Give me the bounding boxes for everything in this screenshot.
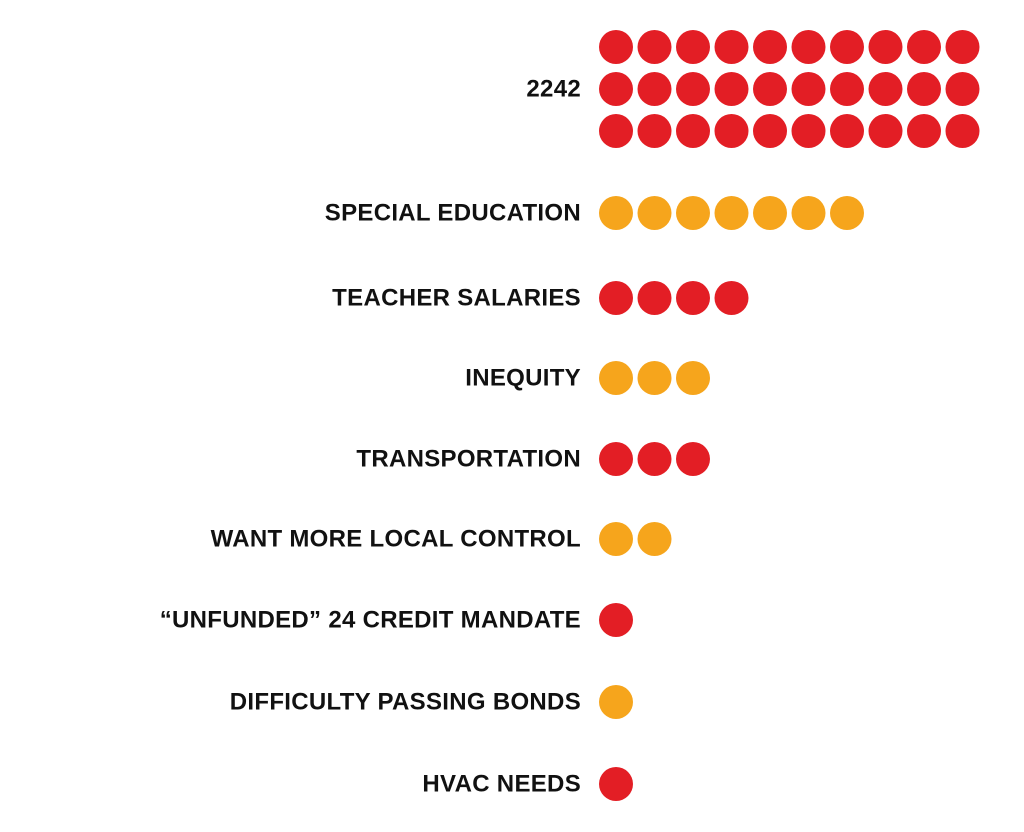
category-row: 2242 <box>526 30 980 148</box>
data-dot <box>753 114 787 148</box>
category-label: WANT MORE LOCAL CONTROL <box>211 526 581 553</box>
data-dot <box>830 114 864 148</box>
category-label: INEQUITY <box>465 365 581 392</box>
category-row: INEQUITY <box>465 361 710 395</box>
data-dot <box>637 361 672 395</box>
data-dot <box>753 196 787 230</box>
data-dot <box>714 281 749 315</box>
data-dot <box>599 767 633 801</box>
data-dot <box>676 72 710 106</box>
data-dot <box>599 114 633 148</box>
category-row: DIFFICULTY PASSING BONDS <box>230 685 633 719</box>
data-dot <box>791 72 826 106</box>
data-dot <box>637 114 672 148</box>
data-dot <box>830 72 864 106</box>
data-dot <box>676 281 710 315</box>
data-dot <box>791 196 826 230</box>
data-dot <box>945 72 980 106</box>
data-dot <box>599 442 633 476</box>
data-dot <box>599 72 633 106</box>
data-dot <box>753 72 787 106</box>
data-dot <box>599 361 633 395</box>
data-dot <box>907 30 941 64</box>
data-dot <box>637 196 672 230</box>
category-row: HVAC NEEDS <box>422 767 633 801</box>
data-dot <box>791 30 826 64</box>
category-row: “UNFUNDED” 24 CREDIT MANDATE <box>160 603 633 637</box>
category-label: 2242 <box>526 76 581 103</box>
category-row: SPECIAL EDUCATION <box>325 196 864 230</box>
category-label: TEACHER SALARIES <box>332 285 581 312</box>
data-dot <box>637 281 672 315</box>
category-row: TEACHER SALARIES <box>332 281 749 315</box>
data-dot <box>637 522 672 556</box>
data-dot <box>907 72 941 106</box>
data-dot <box>599 603 633 637</box>
data-dot <box>599 30 633 64</box>
data-dot <box>753 30 787 64</box>
data-dot <box>868 30 903 64</box>
data-dot <box>599 522 633 556</box>
data-dot <box>714 72 749 106</box>
data-dot <box>599 281 633 315</box>
category-row: WANT MORE LOCAL CONTROL <box>211 522 672 556</box>
data-dot <box>676 361 710 395</box>
data-dot <box>599 196 633 230</box>
data-dot <box>868 72 903 106</box>
data-dot <box>714 196 749 230</box>
data-dot <box>791 114 826 148</box>
data-dot <box>907 114 941 148</box>
data-dot <box>637 72 672 106</box>
category-row: TRANSPORTATION <box>356 442 710 476</box>
category-label: TRANSPORTATION <box>356 446 581 473</box>
data-dot <box>868 114 903 148</box>
data-dot <box>830 30 864 64</box>
data-dot <box>676 442 710 476</box>
category-label: SPECIAL EDUCATION <box>325 200 581 227</box>
category-label: DIFFICULTY PASSING BONDS <box>230 689 581 716</box>
data-dot <box>676 30 710 64</box>
category-label: “UNFUNDED” 24 CREDIT MANDATE <box>160 607 581 634</box>
data-dot <box>599 685 633 719</box>
data-dot <box>676 196 710 230</box>
data-dot <box>676 114 710 148</box>
data-dot <box>637 442 672 476</box>
data-dot <box>830 196 864 230</box>
data-dot <box>714 30 749 64</box>
data-dot <box>637 30 672 64</box>
category-label: HVAC NEEDS <box>422 771 581 798</box>
data-dot <box>945 30 980 64</box>
data-dot <box>945 114 980 148</box>
data-dot <box>714 114 749 148</box>
